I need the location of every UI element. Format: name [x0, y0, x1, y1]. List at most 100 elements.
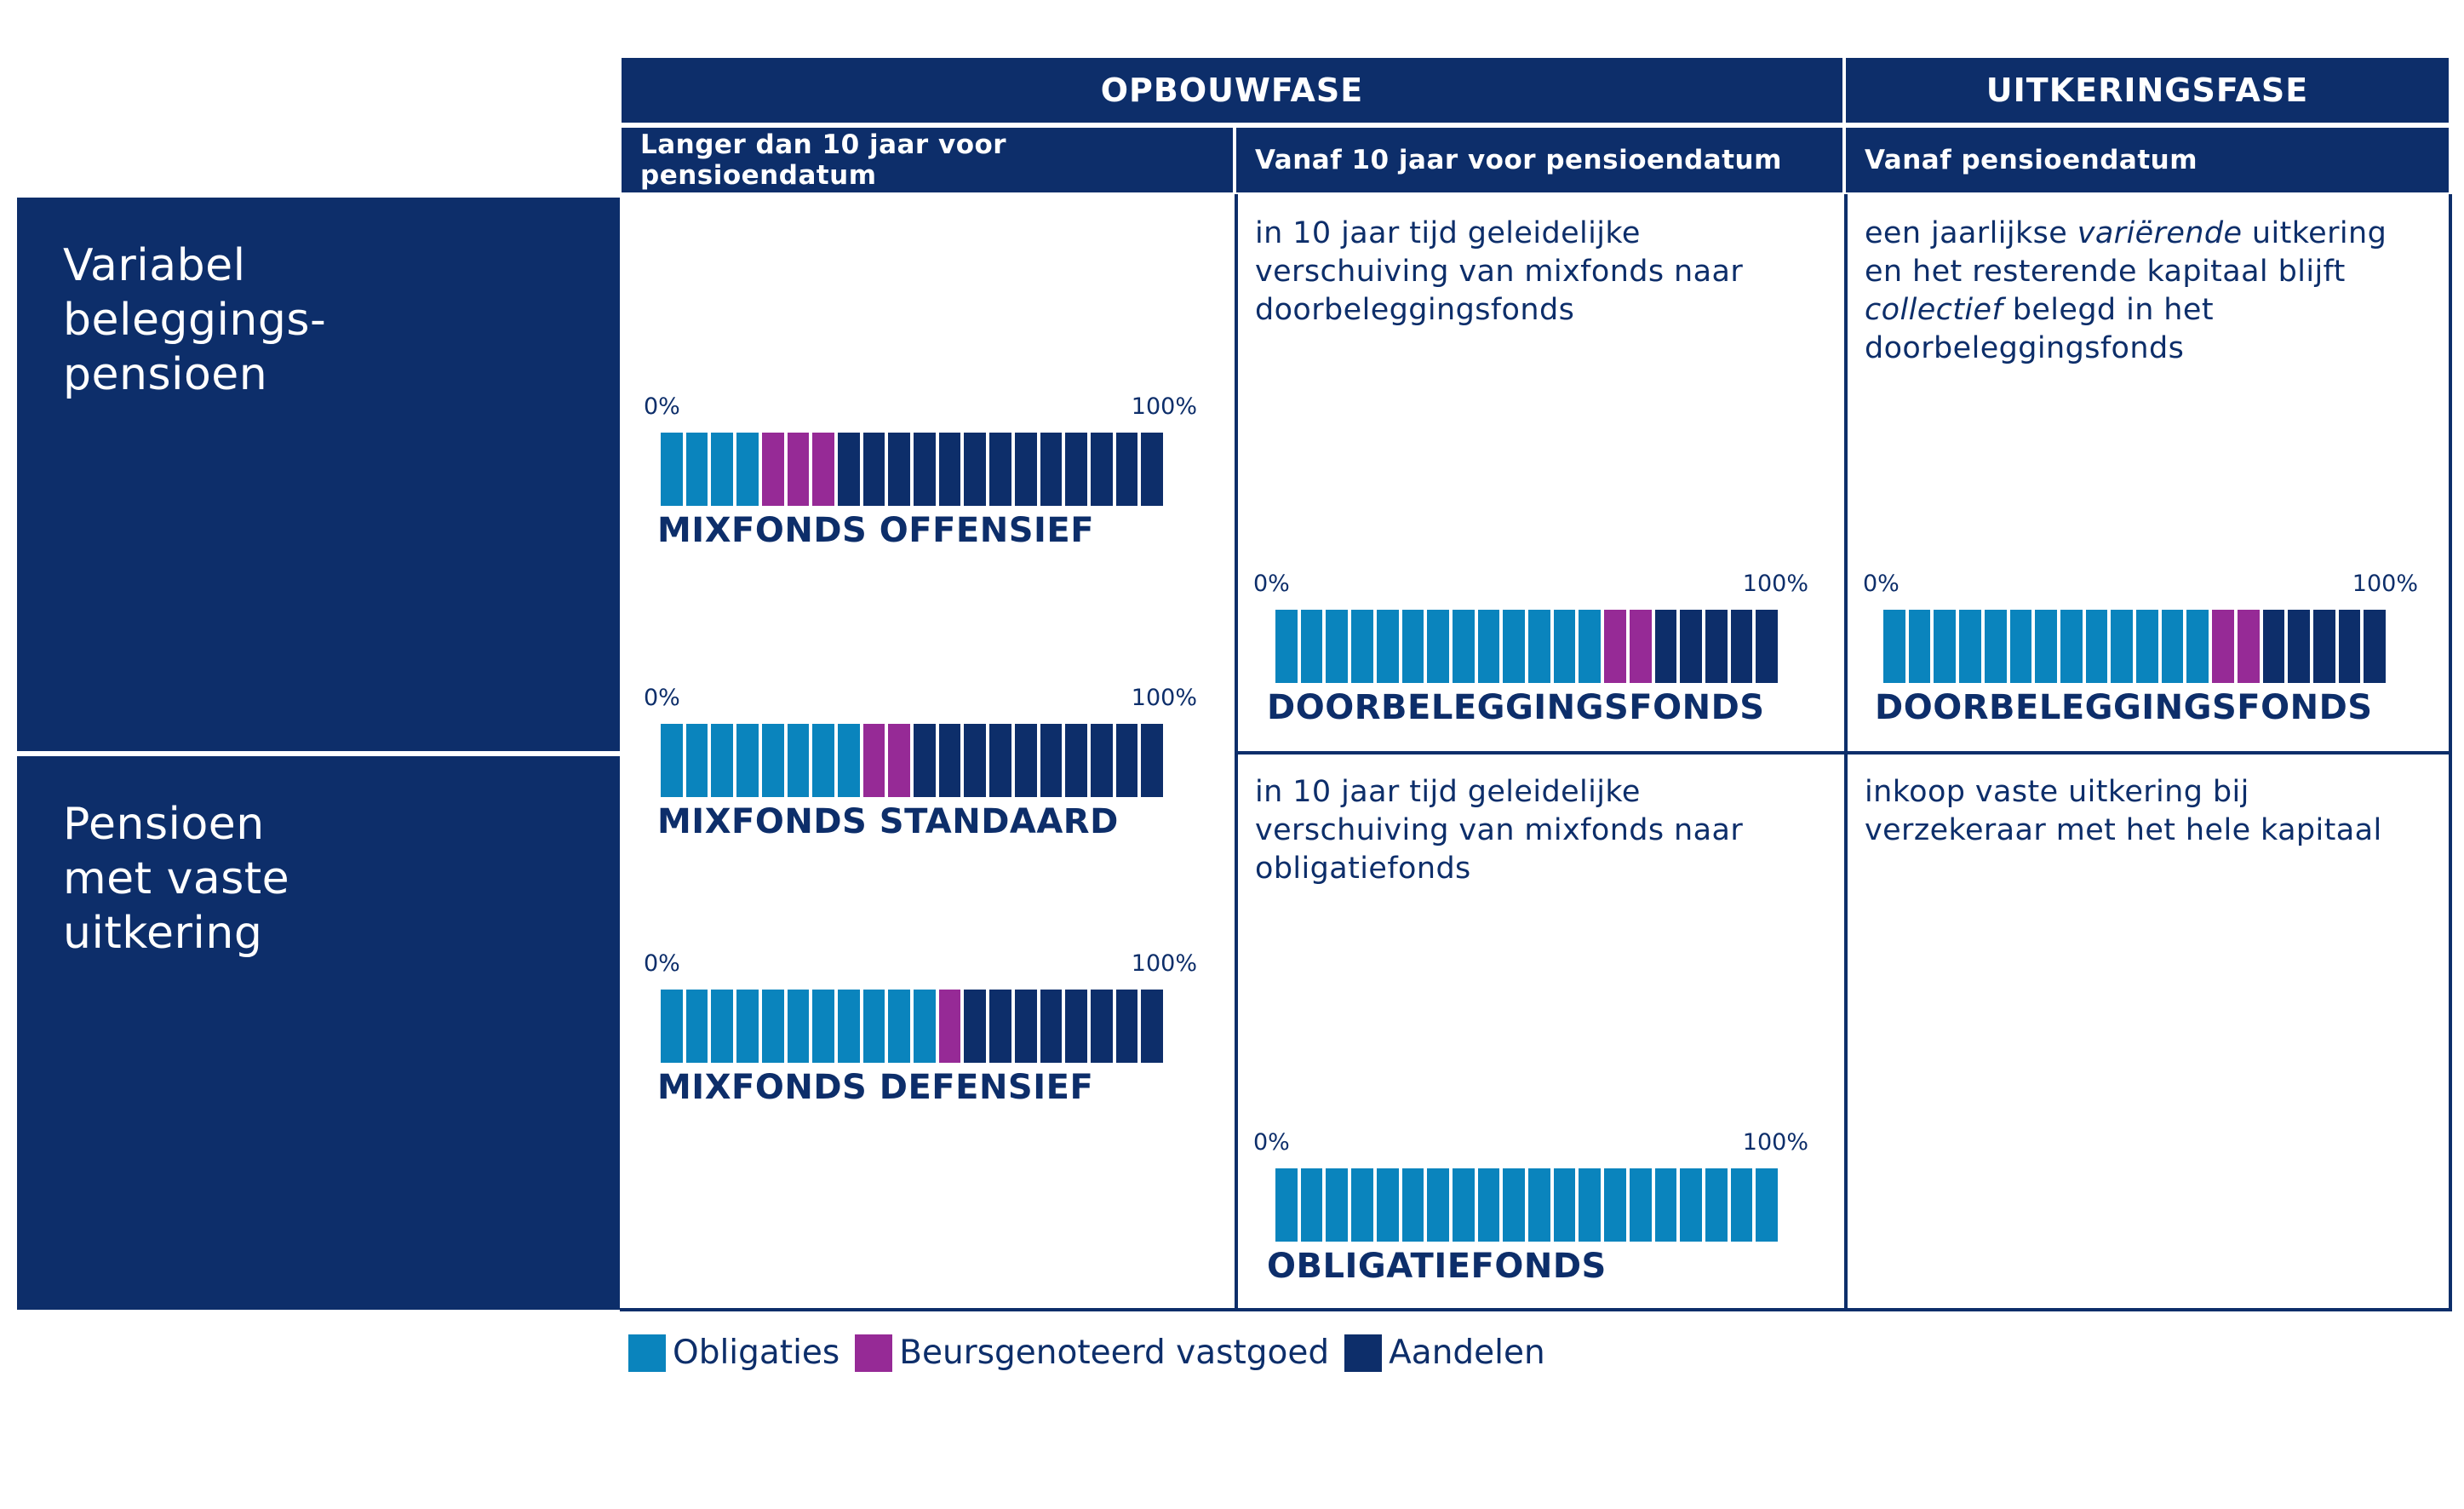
desc-variabel-col3-part1: een jaarlijkse [1865, 216, 2077, 250]
desc-vast-col2: in 10 jaar tijd geleidelijke verschuivin… [1255, 775, 1744, 886]
fund-name: MIXFONDS OFFENSIEF [657, 511, 1095, 550]
bar-segment-obligaties [1351, 610, 1373, 683]
opbouwfase-header: OPBOUWFASE [622, 58, 1842, 123]
bar-segment-aandelen [1115, 433, 1138, 506]
fund-bar [1275, 1168, 1779, 1242]
fund-bar [661, 724, 1164, 797]
bar-segment-obligaties [1629, 1168, 1652, 1242]
bar-segment-vastgoed [938, 990, 961, 1063]
bar-segment-obligaties [1705, 1168, 1728, 1242]
bar-segment-obligaties [736, 433, 759, 506]
bar-segment-obligaties [2161, 610, 2184, 683]
legend-item-aandelen: Aandelen [1344, 1334, 1545, 1372]
scale-min-label: 0% [1253, 571, 1290, 597]
bar-segment-aandelen [964, 433, 987, 506]
bar-segment-obligaties [1984, 610, 2007, 683]
bar-segment-obligaties [1934, 610, 1957, 683]
bar-segment-obligaties [837, 990, 860, 1063]
bar-segment-obligaties [736, 990, 759, 1063]
bar-segment-aandelen [888, 433, 911, 506]
scale-max-label: 100% [1131, 393, 1197, 420]
scale-max-label: 100% [1742, 1129, 1808, 1156]
bar-segment-aandelen [964, 724, 987, 797]
bar-segment-obligaties [1756, 1168, 1779, 1242]
bar-segment-obligaties [1579, 610, 1602, 683]
bar-segment-obligaties [711, 724, 734, 797]
bar-segment-aandelen [989, 724, 1011, 797]
legend-item-obligaties: Obligaties [628, 1334, 839, 1372]
subheader-col1: Langer dan 10 jaar voor pensioendatum [622, 128, 1233, 192]
bar-segment-obligaties [711, 433, 734, 506]
bar-segment-obligaties [1401, 1168, 1424, 1242]
bar-segment-aandelen [862, 433, 885, 506]
bar-segment-obligaties [1959, 610, 1981, 683]
bar-segment-aandelen [938, 433, 961, 506]
bar-segment-aandelen [1680, 610, 1702, 683]
bar-segment-obligaties [1730, 1168, 1753, 1242]
bar-segment-aandelen [989, 433, 1011, 506]
uitkeringsfase-label: UITKERINGSFASE [1986, 72, 2309, 109]
bar-segment-obligaties [787, 724, 810, 797]
legend: Obligaties Beursgenoteerd vastgoed Aande… [628, 1334, 1561, 1372]
scale-min-label: 0% [644, 950, 680, 977]
scale-max-label: 100% [1742, 571, 1808, 597]
bar-segment-aandelen [2338, 610, 2361, 683]
bar-segment-aandelen [2262, 610, 2285, 683]
bar-segment-obligaties [914, 990, 936, 1063]
bar-segment-aandelen [1115, 990, 1138, 1063]
bar-segment-obligaties [787, 990, 810, 1063]
bar-segment-obligaties [2111, 610, 2134, 683]
legend-label-obligaties: Obligaties [673, 1334, 840, 1372]
row-title-variabel: Variabel beleggings- pensioen [17, 198, 622, 751]
bar-segment-aandelen [2364, 610, 2387, 683]
bar-segment-aandelen [1065, 724, 1087, 797]
opbouwfase-label: OPBOUWFASE [1100, 72, 1364, 109]
legend-swatch-aandelen [1344, 1334, 1383, 1372]
row-title-vast: Pensioen met vaste uitkering [17, 756, 622, 1310]
bar-segment-obligaties [862, 990, 885, 1063]
bar-segment-aandelen [1040, 433, 1063, 506]
bar-segment-aandelen [1040, 724, 1063, 797]
bar-segment-obligaties [1654, 1168, 1677, 1242]
bar-segment-aandelen [1730, 610, 1753, 683]
bar-segment-obligaties [1452, 1168, 1475, 1242]
fund-bar [1275, 610, 1779, 683]
bar-segment-vastgoed [812, 433, 834, 506]
fund-bar [1883, 610, 2387, 683]
bar-segment-aandelen [1141, 990, 1164, 1063]
bar-segment-aandelen [1090, 433, 1113, 506]
bar-segment-aandelen [914, 433, 936, 506]
bar-segment-aandelen [2288, 610, 2310, 683]
bar-segment-aandelen [1014, 990, 1037, 1063]
fund-name: MIXFONDS DEFENSIEF [657, 1068, 1094, 1107]
bar-segment-obligaties [1604, 1168, 1626, 1242]
scale-max-label: 100% [1131, 685, 1197, 711]
bar-segment-vastgoed [1629, 610, 1652, 683]
bar-segment-obligaties [1326, 1168, 1349, 1242]
uitkeringsfase-header: UITKERINGSFASE [1846, 58, 2449, 123]
fund-bar [661, 433, 1164, 506]
bar-segment-obligaties [888, 990, 911, 1063]
bar-segment-vastgoed [761, 433, 784, 506]
legend-label-vastgoed: Beursgenoteerd vastgoed [899, 1334, 1330, 1372]
desc-variabel-col3-varierende: variërende [2077, 216, 2243, 250]
bar-segment-aandelen [989, 990, 1011, 1063]
bar-segment-obligaties [2060, 610, 2083, 683]
bar-segment-aandelen [1065, 433, 1087, 506]
bar-segment-obligaties [761, 990, 784, 1063]
bar-segment-obligaties [711, 990, 734, 1063]
bar-segment-obligaties [1300, 610, 1323, 683]
bar-segment-obligaties [1401, 610, 1424, 683]
subheader-col2: Vanaf 10 jaar voor pensioendatum [1236, 128, 1842, 192]
bar-segment-obligaties [1427, 1168, 1449, 1242]
bar-segment-vastgoed [787, 433, 810, 506]
subheader-col1-label: Langer dan 10 jaar voor pensioendatum [640, 129, 1007, 191]
bar-segment-aandelen [1141, 433, 1164, 506]
bar-segment-obligaties [661, 724, 683, 797]
bar-segment-vastgoed [1604, 610, 1626, 683]
bar-segment-obligaties [1477, 610, 1500, 683]
legend-label-aandelen: Aandelen [1389, 1334, 1545, 1372]
desc-variabel-col3-part2: uitkering en het resterende kapitaal bli… [1865, 216, 2387, 289]
bar-segment-aandelen [1065, 990, 1087, 1063]
bar-segment-aandelen [1756, 610, 1779, 683]
